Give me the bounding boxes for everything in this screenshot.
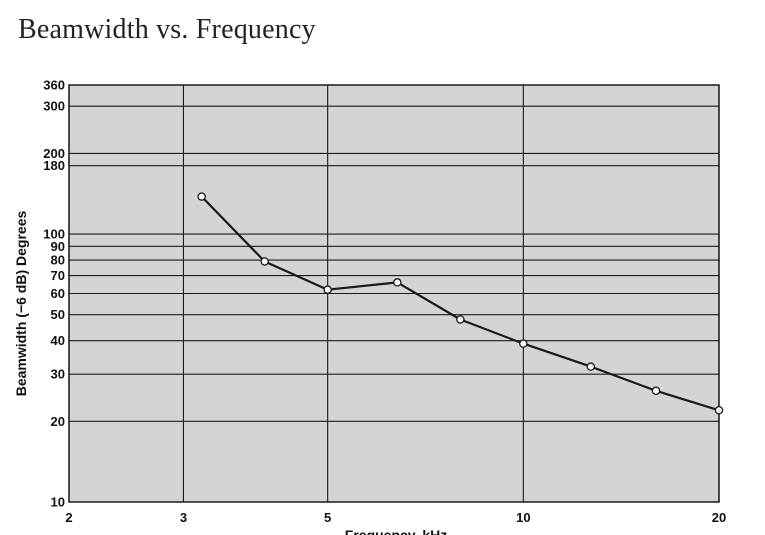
y-tick-label: 180: [43, 158, 65, 173]
data-point: [651, 386, 661, 396]
x-tick-label: 3: [180, 510, 187, 525]
y-tick-label: 30: [51, 367, 65, 382]
y-tick-label: 200: [43, 146, 65, 161]
page-title: Beamwidth vs. Frequency: [18, 14, 316, 45]
x-tick-label: 20: [712, 510, 726, 525]
x-tick-label: 10: [516, 510, 530, 525]
y-tick-label: 10: [51, 495, 65, 510]
y-tick-label: 80: [51, 253, 65, 268]
y-tick-label: 360: [43, 78, 65, 93]
y-tick-label: 40: [51, 333, 65, 348]
data-point: [519, 339, 528, 348]
data-point: [197, 192, 206, 201]
data-point: [393, 278, 402, 287]
y-tick-label: 20: [51, 414, 65, 429]
data-point: [456, 315, 465, 324]
data-point: [586, 362, 596, 371]
y-tick-label: 300: [43, 99, 65, 114]
y-tick-label: 50: [51, 307, 65, 322]
x-axis-label: Frequency, kHz: [345, 527, 447, 535]
y-tick-label: 100: [43, 227, 65, 242]
x-tick-labels: 2 3 5 10 20: [65, 510, 726, 525]
y-tick-label: 60: [51, 286, 65, 301]
data-point: [323, 285, 332, 294]
y-axis-label: Beamwidth (−6 dB) Degrees: [13, 211, 29, 397]
x-tick-label: 5: [324, 510, 331, 525]
data-point: [260, 257, 269, 266]
plot-frame: [68, 84, 720, 503]
data-series: [197, 192, 724, 415]
y-tick-label: 70: [51, 268, 65, 283]
y-tick-label: 90: [51, 239, 65, 254]
data-point: [714, 406, 724, 415]
x-tick-label: 2: [65, 510, 72, 525]
